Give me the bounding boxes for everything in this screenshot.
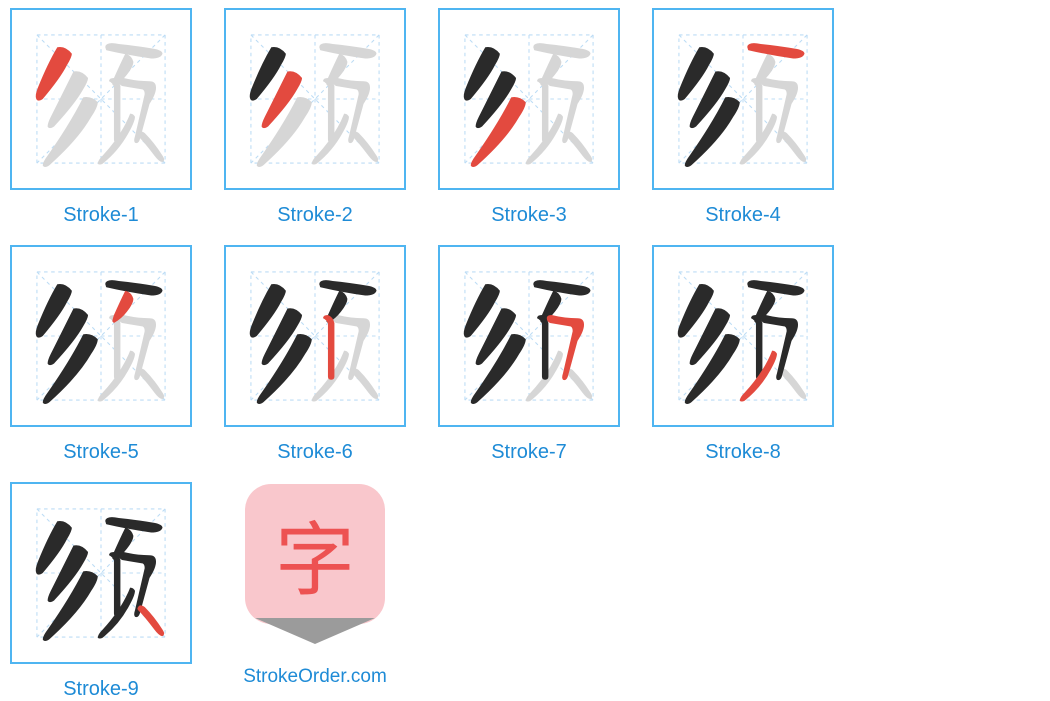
stroke-tile-7 — [438, 245, 620, 427]
stroke-cell-2: Stroke-2 — [224, 8, 406, 227]
stroke-label-7: Stroke-7 — [491, 441, 567, 464]
stroke-label-5: Stroke-5 — [63, 441, 139, 464]
stroke-tile-3 — [438, 8, 620, 190]
stroke-tile-6 — [224, 245, 406, 427]
stroke-label-6: Stroke-6 — [277, 441, 353, 464]
stroke-label-3: Stroke-3 — [491, 204, 567, 227]
stroke-tile-1 — [10, 8, 192, 190]
stroke-cell-5: Stroke-5 — [10, 245, 192, 464]
brand-cell: 字 StrokeOrder.com — [224, 482, 406, 701]
brand-logo: 字 — [224, 482, 406, 664]
stroke-label-4: Stroke-4 — [705, 204, 781, 227]
stroke-order-grid: Stroke-1 Stroke-2 Stroke-3 Stroke-4 Stroke-5… — [10, 8, 1040, 701]
pencil-tip-icon — [255, 618, 375, 644]
stroke-tile-2 — [224, 8, 406, 190]
stroke-cell-7: Stroke-7 — [438, 245, 620, 464]
stroke-cell-1: Stroke-1 — [10, 8, 192, 227]
stroke-cell-3: Stroke-3 — [438, 8, 620, 227]
stroke-tile-8 — [652, 245, 834, 427]
brand-label: StrokeOrder.com — [243, 666, 387, 688]
stroke-cell-9: Stroke-9 — [10, 482, 192, 701]
stroke-cell-4: Stroke-4 — [652, 8, 834, 227]
stroke-label-1: Stroke-1 — [63, 204, 139, 227]
stroke-tile-9 — [10, 482, 192, 664]
stroke-tile-4 — [652, 8, 834, 190]
brand-glyph: 字 — [245, 484, 385, 624]
stroke-label-2: Stroke-2 — [277, 204, 353, 227]
stroke-cell-6: Stroke-6 — [224, 245, 406, 464]
stroke-label-8: Stroke-8 — [705, 441, 781, 464]
stroke-label-9: Stroke-9 — [63, 678, 139, 701]
stroke-cell-8: Stroke-8 — [652, 245, 834, 464]
stroke-tile-5 — [10, 245, 192, 427]
